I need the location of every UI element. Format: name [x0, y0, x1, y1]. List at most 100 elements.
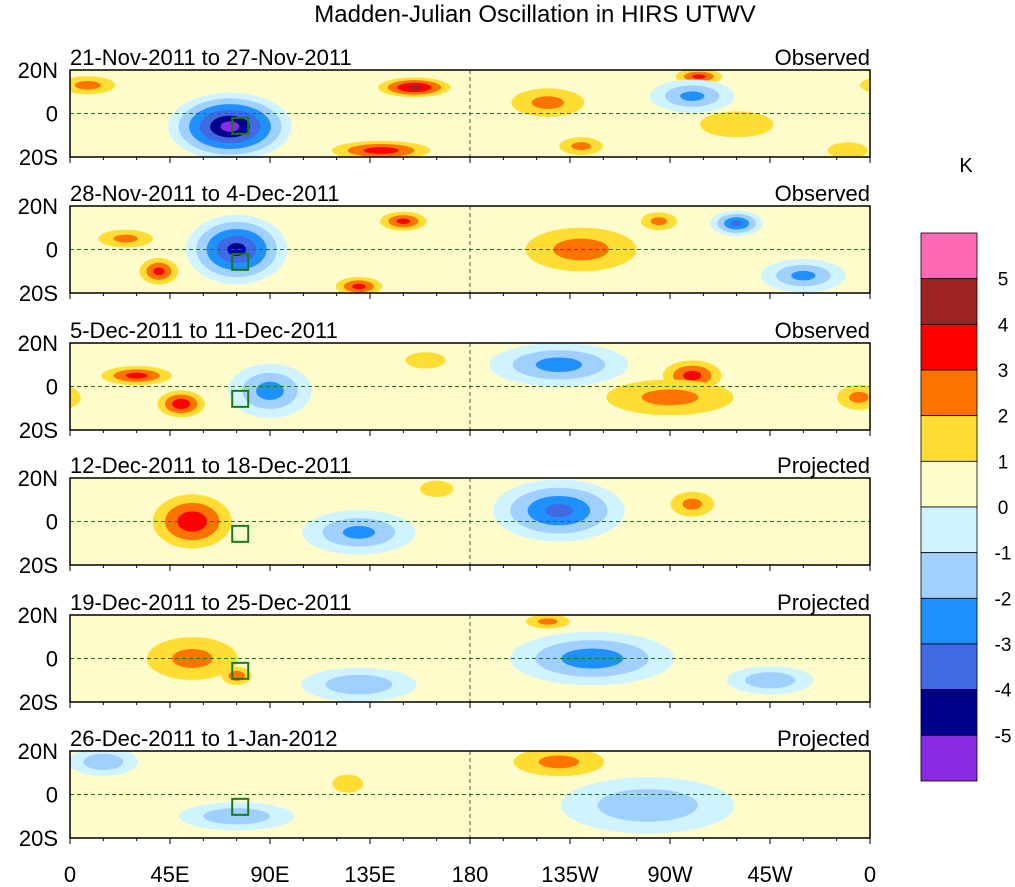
x-tick-label: 90W — [647, 862, 692, 887]
panel-period: 5-Dec-2011 to 11-Dec-2011 — [70, 318, 338, 343]
x-tick-label: 135W — [541, 862, 599, 887]
colorbar-label: -5 — [995, 726, 1012, 747]
colorbar-swatch — [920, 643, 978, 691]
positive-anomaly-contour — [683, 370, 702, 381]
negative-anomaly-contour — [220, 121, 240, 132]
negative-anomaly-contour — [979, 802, 1015, 830]
positive-anomaly-contour — [113, 234, 138, 243]
negative-anomaly-contour — [1007, 229, 1015, 270]
reference-box — [231, 116, 250, 135]
positive-anomaly-contour — [827, 142, 868, 157]
positive-anomaly-contour — [74, 80, 101, 90]
y-tick-label: 0 — [46, 510, 58, 535]
positive-anomaly-contour — [405, 352, 446, 369]
y-tick-label: 20S — [19, 826, 58, 851]
reference-box — [231, 252, 250, 271]
reference-box — [231, 389, 250, 408]
panel-status: Observed — [775, 45, 870, 70]
positive-anomaly-contour — [406, 85, 423, 90]
negative-anomaly-contour — [731, 220, 743, 227]
positive-anomaly-contour — [396, 218, 410, 224]
colorbar-swatch — [920, 415, 978, 462]
colorbar-label: 4 — [998, 315, 1009, 336]
positive-anomaly-contour — [650, 217, 667, 226]
reference-box — [231, 797, 250, 816]
x-tick-label: 0 — [864, 862, 876, 887]
colorbar-swatch — [920, 369, 978, 417]
negative-anomaly-contour — [791, 270, 816, 281]
map-panel: 19-Dec-2011 to 25-Dec-2011 Projected 20N 0 2… — [0, 590, 871, 715]
negative-anomaly-contour — [0, 666, 13, 694]
negative-anomaly-contour — [1003, 808, 1015, 824]
positive-anomaly-contour — [692, 74, 706, 79]
colorbar-swatch — [920, 689, 978, 736]
y-tick-label: 20N — [18, 331, 58, 356]
colorbar-label: 5 — [998, 270, 1009, 291]
positive-anomaly-contour — [860, 78, 870, 93]
x-tick-label: 135E — [344, 862, 395, 887]
colorbar-label: -4 — [995, 681, 1012, 702]
negative-anomaly-contour — [1010, 116, 1015, 138]
negative-anomaly-contour — [597, 789, 698, 822]
panel-period: 19-Dec-2011 to 25-Dec-2011 — [70, 590, 352, 615]
colorbar-swatch — [920, 278, 978, 325]
negative-anomaly-contour — [745, 672, 795, 689]
negative-anomaly-contour — [680, 91, 705, 101]
map-panel: 26-Dec-2011 to 1-Jan-2012 Projected 20N 0 20… — [18, 726, 1015, 851]
colorbar-label: -1 — [995, 544, 1012, 565]
panel-status: Projected — [777, 453, 870, 478]
y-tick-label: 20S — [19, 281, 58, 306]
positive-anomaly-contour — [420, 480, 454, 498]
positive-anomaly-contour — [70, 386, 81, 409]
colorbar-swatch — [920, 734, 978, 782]
y-tick-label: 20N — [18, 603, 58, 628]
negative-anomaly-contour — [83, 753, 124, 771]
y-tick-label: 20N — [18, 739, 58, 764]
x-tick-label: 90E — [250, 862, 289, 887]
positive-anomaly-contour — [700, 111, 774, 138]
negative-anomaly-contour — [0, 271, 15, 280]
panel-status: Observed — [775, 181, 870, 206]
y-tick-label: 0 — [46, 238, 58, 263]
colorbar-swatch — [920, 323, 978, 371]
positive-anomaly-contour — [332, 774, 364, 793]
colorbar-label: -3 — [995, 635, 1012, 656]
map-panel: 28-Nov-2011 to 4-Dec-2011 Observed 20N 0 20S — [0, 181, 1015, 306]
positive-anomaly-contour — [352, 283, 366, 290]
y-tick-label: 0 — [46, 783, 58, 808]
panel-period: 28-Nov-2011 to 4-Dec-2011 — [70, 181, 339, 206]
colorbar-label: 1 — [998, 452, 1009, 473]
colorbar-label: 3 — [998, 361, 1009, 382]
colorbar-label: 2 — [998, 407, 1009, 428]
panel-status: Projected — [777, 590, 870, 615]
y-tick-label: 20S — [19, 145, 58, 170]
negative-anomaly-contour — [979, 98, 1015, 154]
map-panel: 12-Dec-2011 to 18-Dec-2011 Projected 20N 0 2… — [18, 453, 871, 578]
colorbar-units: K — [959, 155, 973, 177]
positive-anomaly-contour — [172, 398, 190, 409]
map-panel: 21-Nov-2011 to 27-Nov-2011 Observed 20N 0 20… — [18, 45, 1015, 170]
map-panel: 5-Dec-2011 to 11-Dec-2011 Observed 20N 0 20S — [18, 318, 871, 443]
panel-period: 21-Nov-2011 to 27-Nov-2011 — [70, 45, 352, 70]
positive-anomaly-contour — [363, 147, 399, 154]
x-axis: 0 45E 90E 135E 180 135W 90W 45W 0 — [64, 862, 876, 887]
colorbar-label: -2 — [995, 589, 1012, 610]
negative-anomaly-contour — [342, 526, 376, 539]
negative-anomaly-contour — [545, 504, 573, 518]
colorbar-swatch — [920, 552, 978, 599]
positive-anomaly-contour — [875, 81, 901, 90]
y-tick-label: 20S — [19, 418, 58, 443]
y-tick-label: 20N — [18, 58, 58, 83]
colorbar-swatch — [920, 597, 978, 645]
negative-anomaly-contour — [968, 93, 1015, 161]
negative-anomaly-contour — [883, 754, 923, 770]
reference-box — [231, 524, 250, 543]
reference-box — [231, 661, 250, 680]
positive-anomaly-contour — [682, 498, 702, 510]
y-tick-label: 20S — [19, 553, 58, 578]
x-tick-label: 45E — [150, 862, 189, 887]
panel-period: 12-Dec-2011 to 18-Dec-2011 — [70, 453, 352, 478]
negative-anomaly-contour — [989, 104, 1015, 149]
y-tick-label: 20N — [18, 466, 58, 491]
